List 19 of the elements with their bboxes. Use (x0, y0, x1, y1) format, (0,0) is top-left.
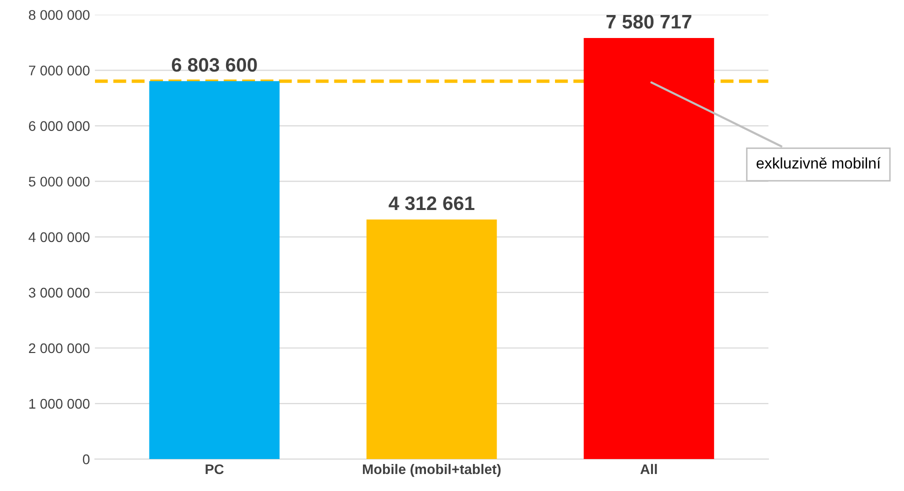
y-tick-label: 1 000 000 (29, 398, 90, 409)
y-tick-label: 4 000 000 (28, 232, 90, 242)
y-tick-label: 2 000 000 (28, 343, 90, 354)
y-tick-label: 5 000 000 (28, 176, 90, 187)
bar (584, 38, 714, 460)
bar (149, 81, 280, 460)
y-tick-label: 7 000 000 (28, 66, 90, 76)
data-label: 7 580 717 (606, 14, 692, 29)
y-tick-label: 6 000 000 (28, 121, 90, 131)
data-label: 4 312 661 (388, 196, 474, 210)
annotation: exkluzivně mobilní (756, 157, 881, 169)
data-label: 6 803 600 (172, 58, 257, 72)
x-tick-label: All (640, 464, 657, 474)
y-tick-label: 0 (82, 454, 90, 464)
y-tick-label: 3 000 000 (28, 288, 90, 298)
x-tick-label: PC (206, 464, 224, 474)
x-tick-label: Mobile (mobil+tablet) (362, 464, 501, 477)
y-tick-label: 8 000 000 (28, 10, 90, 20)
bar (366, 220, 497, 460)
